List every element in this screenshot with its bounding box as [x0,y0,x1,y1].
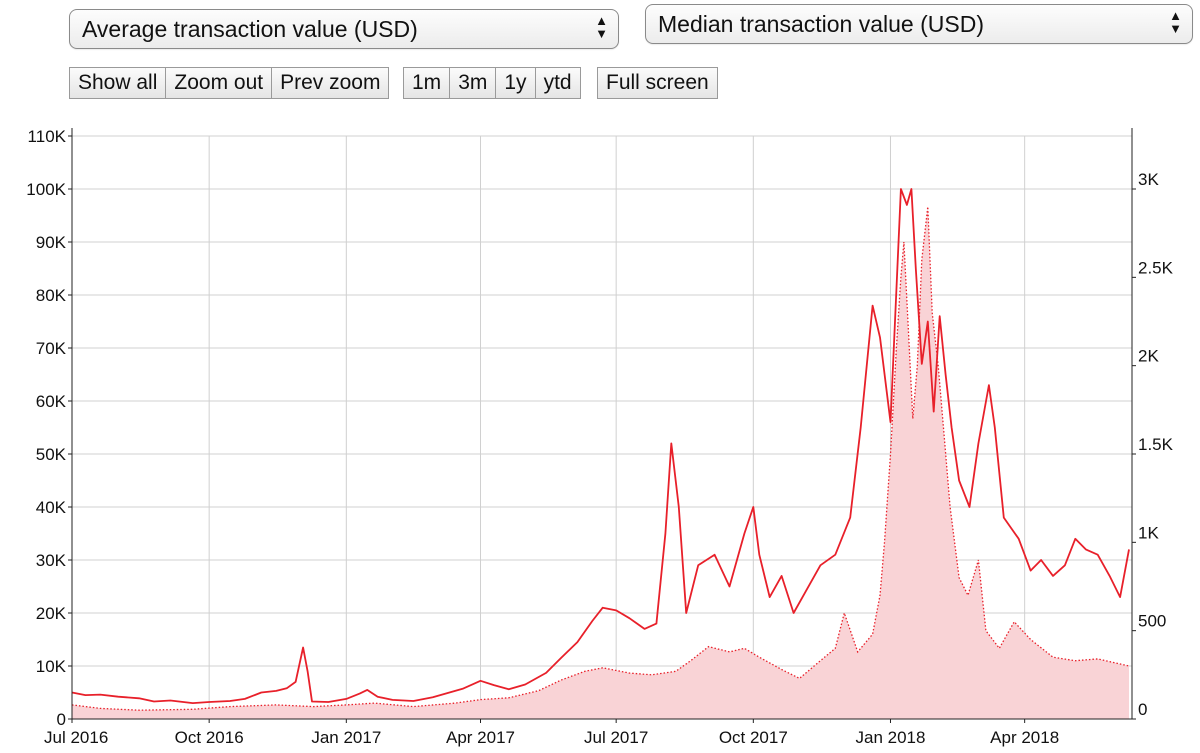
x-tick-label: Oct 2017 [719,728,788,747]
metric-select-left[interactable]: Average transaction value (USD) ▲ ▼ [69,9,619,49]
x-tick-label: Jul 2017 [584,728,648,747]
zoom-out-button[interactable]: Zoom out [165,67,273,99]
y-left-tick-label: 90K [36,233,67,252]
y-left-tick-label: 100K [26,180,66,199]
x-tick-label: Apr 2017 [446,728,515,747]
metric-select-left-value: Average transaction value (USD) [82,15,418,42]
range-controls: 1m 3m 1y ytd [403,67,581,99]
range-ytd-button[interactable]: ytd [534,67,581,99]
select-arrows-icon: ▲ ▼ [1169,8,1182,36]
y-left-tick-label: 70K [36,339,67,358]
metric-select-right[interactable]: Median transaction value (USD) ▲ ▼ [645,4,1193,44]
y-left-tick-label: 110K [28,127,67,146]
full-screen-button[interactable]: Full screen [597,67,718,99]
x-tick-label: Apr 2018 [990,728,1059,747]
y-right-tick-label: 2K [1138,347,1159,366]
metric-select-right-value: Median transaction value (USD) [658,10,984,37]
x-tick-label: Jan 2017 [311,728,381,747]
y-right-tick-label: 2.5K [1138,258,1174,277]
y-left-tick-label: 40K [36,498,67,517]
y-right-tick-label: 3K [1138,170,1159,189]
average-series-line [71,188,1130,704]
y-left-tick-label: 10K [36,657,67,676]
show-all-button[interactable]: Show all [69,67,167,99]
y-right-tick-label: 1.5K [1138,435,1174,454]
y-right-tick-label: 500 [1138,612,1166,631]
select-arrows-icon: ▲ ▼ [595,13,608,41]
median-series-line [71,206,1130,711]
y-left-tick-label: 50K [36,445,67,464]
y-left-tick-label: 30K [36,551,67,570]
y-right-tick-label: 1K [1138,523,1159,542]
x-tick-label: Jan 2018 [856,728,926,747]
y-left-tick-label: 80K [36,286,67,305]
y-right-tick-label: 0 [1138,700,1147,719]
range-3m-button[interactable]: 3m [449,67,497,99]
median-series-area [72,206,1129,719]
y-left-tick-label: 0 [57,710,66,729]
x-tick-label: Jul 2016 [44,728,108,747]
zoom-controls: Show all Zoom out Prev zoom [69,67,390,99]
prev-zoom-button[interactable]: Prev zoom [271,67,390,99]
x-tick-label: Oct 2016 [175,728,244,747]
range-1m-button[interactable]: 1m [403,67,451,99]
y-left-tick-label: 20K [36,604,67,623]
range-1y-button[interactable]: 1y [495,67,536,99]
y-left-tick-label: 60K [36,392,67,411]
